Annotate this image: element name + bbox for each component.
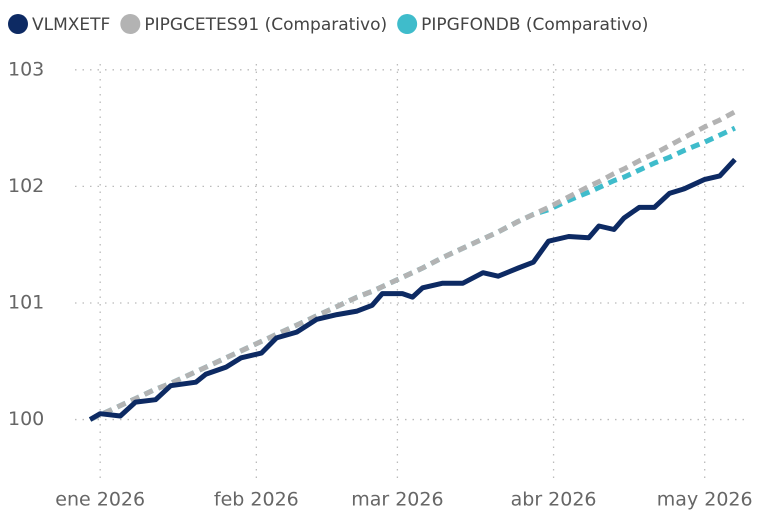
- legend-label: PIPGFONDB (Comparativo): [421, 15, 648, 35]
- y-tick-label: 102: [8, 175, 44, 197]
- legend-marker: [397, 14, 418, 34]
- y-tick-label: 100: [8, 408, 44, 430]
- legend-marker: [120, 14, 141, 34]
- series-line: [88, 157, 737, 422]
- x-tick-label: may 2026: [657, 489, 753, 511]
- x-tick-label: mar 2026: [351, 489, 443, 511]
- x-tick-label: ene 2026: [55, 489, 145, 511]
- x-tick-label: feb 2026: [214, 489, 299, 511]
- x-tick-label: abr 2026: [511, 489, 597, 511]
- y-tick-label: 103: [8, 58, 44, 80]
- legend-label: PIPGCETES91 (Comparativo): [144, 15, 387, 35]
- series-line: [89, 109, 737, 422]
- y-tick-label: 101: [8, 291, 44, 313]
- legend-label: VLMXETF: [32, 15, 110, 35]
- legend-marker: [8, 14, 28, 34]
